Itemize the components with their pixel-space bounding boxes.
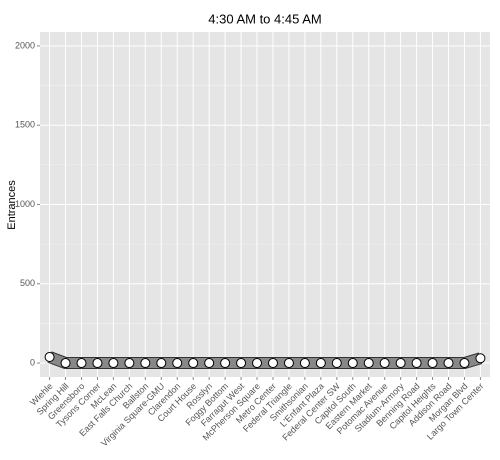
point [379,358,390,369]
point [204,358,215,369]
point [411,358,422,369]
point [283,358,294,369]
y-tick-label: 2000 [15,40,35,50]
point [188,358,199,369]
point [156,358,167,369]
point [299,358,310,369]
y-tick-label: 500 [20,278,35,288]
point [92,358,103,369]
point [236,358,247,369]
y-tick-label: 0 [30,357,35,367]
point [140,358,151,369]
point [220,358,231,369]
point [395,358,406,369]
point [363,358,374,369]
point [108,358,119,369]
y-axis-label: Entrances [6,180,18,230]
y-tick-label: 1000 [15,199,35,209]
point [443,358,454,369]
y-tick-label: 1500 [15,120,35,130]
point [331,358,342,369]
point [347,358,358,369]
point [172,358,183,369]
line [47,352,482,369]
chart-title: 4:30 AM to 4:45 AM [208,11,321,26]
point [252,358,263,369]
point [76,358,87,369]
point [124,358,135,369]
point [315,358,326,369]
point [267,358,278,369]
point [427,358,438,369]
point [459,358,470,369]
point [44,352,55,363]
point [60,358,71,369]
point [475,353,486,364]
